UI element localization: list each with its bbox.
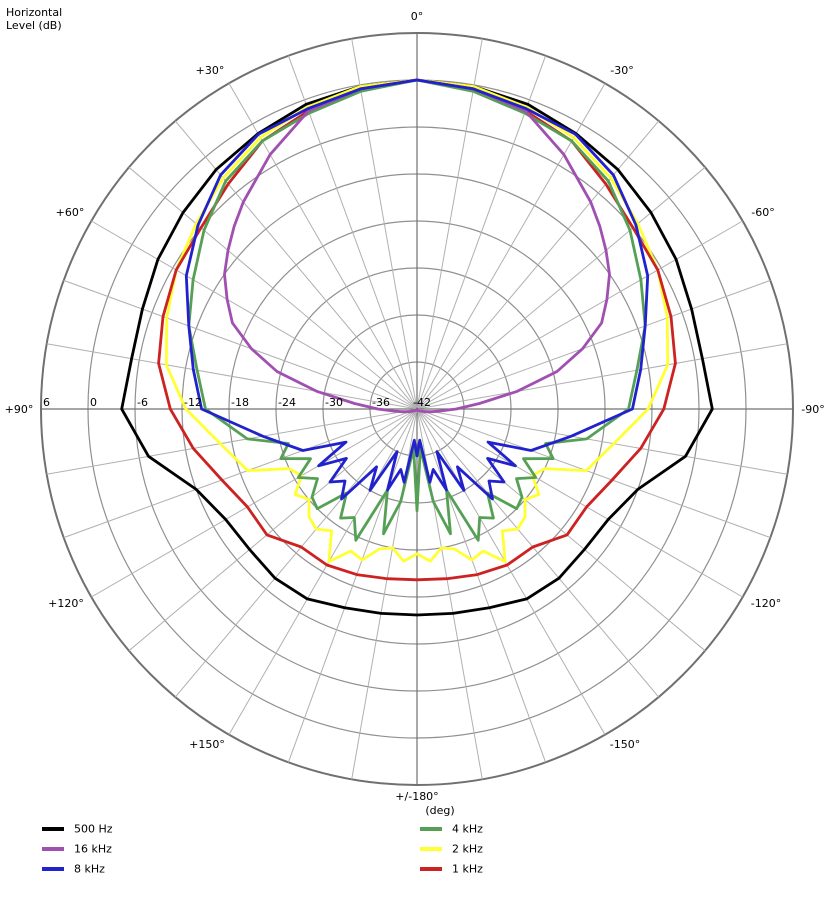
grid-spoke xyxy=(416,408,771,539)
grid-spoke xyxy=(228,83,418,410)
legend-label: 16 kHz xyxy=(74,842,112,856)
legend-swatch xyxy=(420,847,442,851)
angle-label: -60° xyxy=(751,206,774,219)
angle-label: +60° xyxy=(56,206,85,219)
axis-title: Horizontal Level (dB) xyxy=(6,6,62,32)
r-tick-label: -24 xyxy=(278,396,296,409)
level-axis-label: Level (dB) xyxy=(6,19,62,32)
grid-spoke xyxy=(128,166,418,410)
grid-spoke xyxy=(63,408,418,539)
grid-spoke xyxy=(416,38,483,410)
legend-item-500hz: 500 Hz xyxy=(42,822,113,836)
grid-spoke xyxy=(174,120,418,410)
legend-swatch xyxy=(42,827,64,831)
legend-item-1khz: 1 kHz xyxy=(420,862,483,876)
angle-label: +30° xyxy=(196,64,225,77)
grid-spoke xyxy=(416,83,606,410)
legend-item-16khz: 16 kHz xyxy=(42,842,112,856)
grid-spoke xyxy=(416,120,660,410)
legend-item-8khz: 8 kHz xyxy=(42,862,105,876)
polar-grid xyxy=(40,32,794,786)
legend-label: 8 kHz xyxy=(74,862,105,876)
legend-label: 1 kHz xyxy=(452,862,483,876)
angle-label: 0° xyxy=(411,10,424,23)
grid-spoke xyxy=(174,408,418,698)
legend-label: 4 kHz xyxy=(452,822,483,836)
grid-spoke xyxy=(416,408,606,735)
grid-spoke xyxy=(416,408,743,598)
series-line xyxy=(187,78,647,542)
angle-label: -120° xyxy=(751,597,781,610)
grid-spoke xyxy=(416,343,788,410)
series-line xyxy=(120,78,714,617)
grid-spoke xyxy=(351,38,418,410)
series-line xyxy=(157,78,677,582)
grid-spoke xyxy=(416,279,771,410)
angle-label: -90° xyxy=(801,403,824,416)
angle-label: -30° xyxy=(610,64,633,77)
legend-label: 500 Hz xyxy=(74,822,113,836)
angle-label: +120° xyxy=(48,597,84,610)
legend-swatch xyxy=(42,847,64,851)
grid-spoke xyxy=(46,343,418,410)
grid-spoke xyxy=(46,408,418,475)
r-tick-label: -36 xyxy=(372,396,390,409)
angle-label: +150° xyxy=(189,738,225,751)
angle-label: +90° xyxy=(5,403,34,416)
grid-spoke xyxy=(287,55,418,410)
grid-spoke xyxy=(91,220,418,410)
legend-item-4khz: 4 kHz xyxy=(420,822,483,836)
r-tick-label: 0 xyxy=(90,396,97,409)
r-tick-label: 6 xyxy=(43,396,50,409)
polar-labels: 6 0 -6 -12 -18 -24 -30 -36 -42 0° -30° -60° -90° -120… xyxy=(5,10,825,817)
legend-swatch xyxy=(420,867,442,871)
polar-curves xyxy=(120,78,714,617)
r-tick-label: -30 xyxy=(325,396,343,409)
grid-spoke xyxy=(416,408,547,763)
grid-spoke xyxy=(416,408,706,652)
legend-item-2khz: 2 kHz xyxy=(420,842,483,856)
angle-label: -150° xyxy=(610,738,640,751)
grid-spoke xyxy=(63,279,418,410)
grid-spoke xyxy=(416,220,743,410)
legend-label: 2 kHz xyxy=(452,842,483,856)
r-tick-label: -42 xyxy=(413,396,431,409)
legend-swatch xyxy=(42,867,64,871)
r-tick-label: -18 xyxy=(231,396,249,409)
grid-spoke xyxy=(416,55,547,410)
angle-unit-label: (deg) xyxy=(425,804,454,817)
series-line xyxy=(223,78,611,414)
grid-spoke xyxy=(416,166,706,410)
r-tick-label: -6 xyxy=(137,396,148,409)
grid-spoke xyxy=(91,408,418,598)
angle-label: +/-180° xyxy=(395,790,438,803)
chart-title: Horizontal xyxy=(6,6,63,19)
series-line xyxy=(184,78,650,501)
r-tick-label: -12 xyxy=(184,396,202,409)
grid-spoke xyxy=(416,408,788,475)
grid-spoke xyxy=(228,408,418,735)
grid-spoke xyxy=(128,408,418,652)
grid-spoke xyxy=(416,408,660,698)
legend-swatch xyxy=(420,827,442,831)
grid-spoke xyxy=(287,408,418,763)
series-line xyxy=(164,78,670,563)
